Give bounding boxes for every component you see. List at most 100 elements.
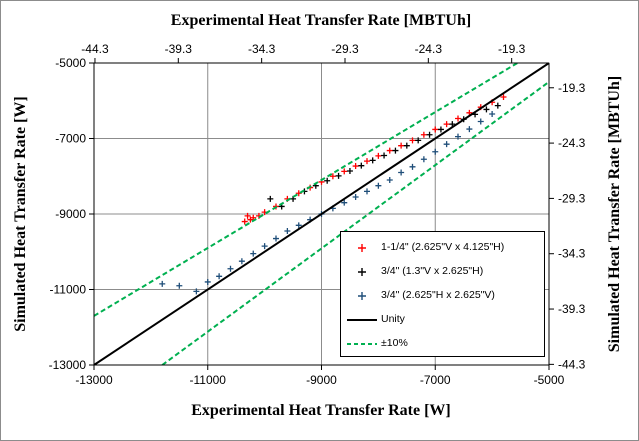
left-axis-title: Simulated Heat Transfer Rate [W] [12,96,29,332]
data-point-series-1 [500,93,507,100]
data-point-series-1 [244,212,251,219]
legend-label-3: 3/4" (2.625"H x 2.625"V) [381,289,495,301]
data-point-series-2 [267,195,274,202]
data-point-series-2 [403,142,410,149]
y2-tick-label: -29.3 [558,191,586,205]
data-point-series-1 [241,218,248,225]
legend-label-2: 3/4" (1.3"V x 2.625"H) [381,265,484,277]
y-tick-label: -13000 [49,358,87,372]
y-tick-label: -11000 [50,283,87,297]
y-tick-label: -5000 [55,56,86,70]
x-tick-label: -7000 [420,373,451,387]
data-point-series-1 [386,147,393,154]
data-point-series-3 [159,280,166,287]
bottom-axis-title: Experimental Heat Transfer Rate [W] [191,402,451,419]
ten-percent-line-1 [94,63,520,317]
x2-tick-label: -34.3 [248,42,276,56]
data-point-series-1 [455,115,461,122]
data-point-series-1 [409,137,416,144]
data-point-series-3 [238,258,245,265]
data-point-series-1 [420,131,427,138]
data-point-series-2 [358,162,365,169]
y2-tick-label: -44.3 [558,357,586,371]
data-point-series-3 [227,265,234,272]
data-point-series-3 [250,250,257,257]
data-point-series-2 [290,195,297,202]
legend-item-3: 3/4" (2.625"H x 2.625"V) [341,286,544,306]
x2-tick-label: -44.3 [81,42,109,56]
y2-tick-label: -34.3 [558,247,586,261]
data-point-series-3 [375,182,382,189]
y-tick-label: -7000 [55,132,86,146]
data-point-series-3 [466,126,473,133]
data-point-series-2 [392,147,399,154]
data-point-series-2 [369,157,376,164]
legend-item-4: Unity [341,310,544,330]
legend: 1-1/4" (2.625"V x 4.125"H) 3/4" (1.3"V x… [340,231,545,357]
data-point-series-3 [489,110,496,117]
data-point-series-3 [386,177,393,184]
data-point-series-1 [375,152,382,159]
x2-tick-label: -19.3 [498,42,526,56]
data-point-series-3 [216,273,223,280]
data-point-series-3 [398,169,405,176]
legend-label-4: Unity [381,313,405,325]
data-point-series-2 [437,126,444,133]
data-point-series-1 [443,121,450,128]
data-point-series-1 [329,173,336,180]
data-point-series-2 [483,106,490,113]
legend-marker-blue-plus [358,292,366,300]
x-tick-label: -13000 [75,373,113,387]
legend-marker-red-plus [358,244,366,252]
data-point-series-1 [341,168,348,175]
y2-tick-label: -24.3 [558,136,586,150]
data-point-series-3 [477,118,484,125]
data-point-series-2 [324,177,331,184]
data-point-series-2 [494,102,501,109]
data-point-series-3 [341,199,348,206]
x-tick-label: -5000 [534,373,565,387]
data-point-series-1 [432,126,439,133]
data-point-series-3 [261,243,268,250]
data-point-series-3 [432,148,439,155]
data-point-series-3 [193,288,200,295]
data-point-series-3 [273,235,279,242]
unity-line [94,63,549,365]
right-axis-title: Simulated Heat Transfer Rate [MBTUh] [606,76,623,352]
data-point-series-2 [415,137,422,144]
legend-item-5: ±10% [341,334,544,354]
data-point-series-3 [409,163,416,170]
legend-item-1: 1-1/4" (2.625"V x 4.125"H) [341,238,544,258]
y2-tick-label: -19.3 [558,81,586,95]
top-axis-title: Experimental Heat Transfer Rate [MBTUh] [171,12,471,29]
legend-marker-black-plus [358,268,366,276]
legend-item-2: 3/4" (1.3"V x 2.625"H) [341,262,544,282]
data-marks [94,63,549,365]
data-point-series-1 [364,158,370,165]
data-point-series-2 [426,131,433,138]
x2-tick-label: -39.3 [165,42,193,56]
data-point-series-3 [455,133,461,140]
data-point-series-3 [364,188,370,195]
y-tick-label: -9000 [55,207,86,221]
data-point-series-3 [443,141,450,148]
x2-tick-label: -24.3 [415,42,443,56]
legend-label-1: 1-1/4" (2.625"V x 4.125"H) [381,241,505,253]
data-point-series-1 [352,163,359,170]
legend-line-ten-percent [347,343,377,345]
data-point-series-3 [295,222,302,229]
legend-line-unity [347,319,377,321]
data-point-series-2 [335,172,342,179]
x-tick-label: -9000 [306,373,337,387]
y2-tick-label: -39.3 [558,302,586,316]
data-point-series-3 [284,227,291,234]
data-point-series-2 [346,167,353,174]
data-point-series-3 [176,282,183,289]
data-point-series-2 [381,152,388,159]
x-tick-label: -11000 [190,373,227,387]
x2-tick-label: -29.3 [331,42,359,56]
legend-label-5: ±10% [381,337,408,349]
data-point-series-3 [204,278,211,285]
data-point-series-3 [420,156,427,163]
